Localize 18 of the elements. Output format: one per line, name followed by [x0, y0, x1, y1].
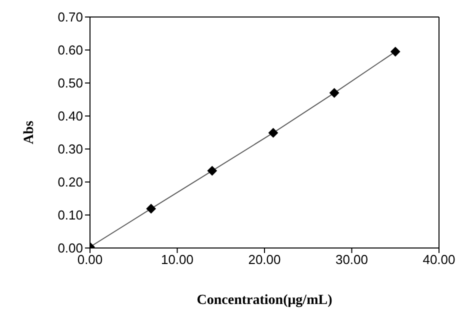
- point: [268, 128, 278, 138]
- y-tick-label: 0.50: [58, 76, 83, 91]
- point: [390, 46, 400, 57]
- x-tick-label: 40.00: [422, 252, 456, 268]
- x-tick-label: 20.00: [248, 252, 281, 268]
- y-tick-label: 0.40: [58, 108, 83, 124]
- y-axis-title: Abs: [22, 120, 37, 144]
- x-axis-title: Concentration(μg/mL): [196, 292, 333, 308]
- y-tick-label: 0.60: [58, 42, 83, 58]
- x-tick-label: 30.00: [335, 252, 368, 268]
- point: [329, 88, 340, 98]
- point: [146, 204, 156, 214]
- point: [207, 166, 218, 176]
- y-tick-label: 0.20: [58, 174, 83, 190]
- y-tick-label: 0.10: [58, 208, 83, 223]
- x-tick-label: 10.00: [160, 252, 194, 268]
- y-tick-label: 0.30: [58, 142, 83, 157]
- y-tick-label: 0.70: [58, 10, 83, 25]
